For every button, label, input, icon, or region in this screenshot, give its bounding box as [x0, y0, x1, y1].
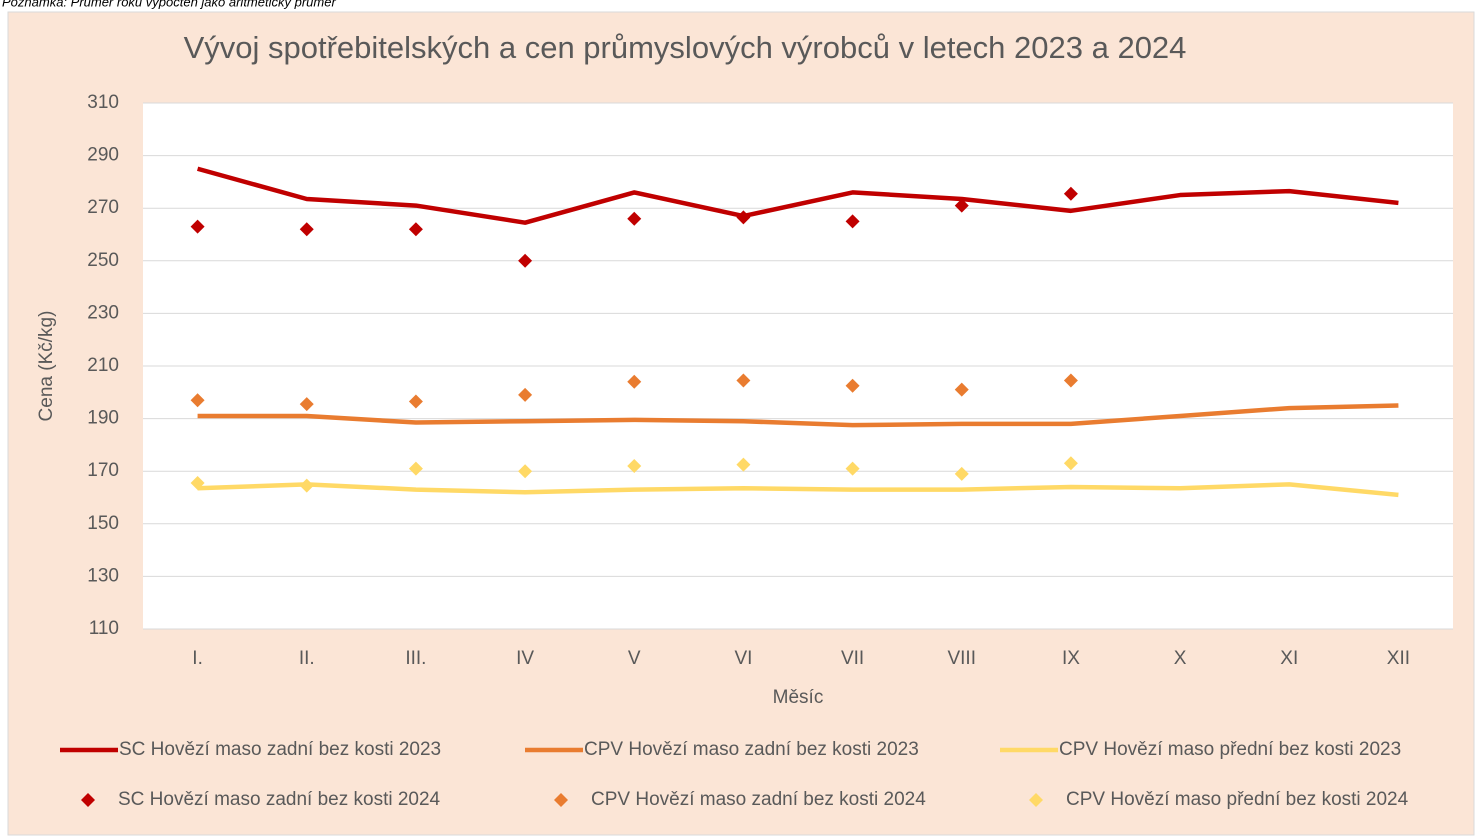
- x-axis-label: Měsíc: [773, 687, 824, 708]
- marker-point: [299, 222, 314, 237]
- marker-point: [518, 387, 533, 402]
- marker-point: [1063, 186, 1078, 201]
- x-tick-label: IV: [516, 648, 534, 669]
- y-tick-label: 130: [87, 565, 119, 586]
- legend-label: CPV Hovězí maso přední bez kosti 2024: [1066, 789, 1409, 810]
- y-tick-label: 210: [87, 355, 119, 376]
- marker-point: [954, 198, 969, 213]
- legend-label: CPV Hovězí maso přední bez kosti 2023: [1059, 739, 1401, 760]
- marker-point: [954, 466, 969, 481]
- x-tick-label: V: [628, 648, 641, 669]
- y-tick-label: 290: [87, 145, 119, 166]
- x-tick-label: X: [1174, 648, 1187, 669]
- marker-point: [190, 476, 205, 491]
- marker-point: [845, 378, 860, 393]
- marker-point: [518, 464, 533, 479]
- marker-point: [736, 210, 751, 225]
- legend-marker: [1029, 793, 1043, 807]
- marker-point: [408, 394, 423, 409]
- legend-label: SC Hovězí maso zadní bez kosti 2023: [119, 739, 441, 760]
- marker-point: [190, 219, 205, 234]
- marker-point: [408, 222, 423, 237]
- line-series: [196, 166, 1399, 225]
- y-tick-label: 110: [89, 618, 119, 639]
- legend-marker: [81, 793, 95, 807]
- marker-point: [845, 461, 860, 476]
- x-tick-label: XI: [1280, 648, 1298, 669]
- marker-point: [627, 458, 642, 473]
- marker-point: [299, 397, 314, 412]
- legend-label: CPV Hovězí maso zadní bez kosti 2023: [584, 739, 919, 760]
- marker-point: [518, 253, 533, 268]
- marker-point: [299, 478, 314, 493]
- legend-label: SC Hovězí maso zadní bez kosti 2024: [118, 789, 441, 810]
- y-tick-label: 230: [87, 302, 119, 323]
- marker-point: [1063, 456, 1078, 471]
- marker-point: [954, 382, 969, 397]
- x-tick-label: VII: [841, 648, 864, 669]
- x-tick-label: II.: [299, 648, 315, 669]
- y-tick-label: 150: [87, 513, 119, 534]
- marker-point: [408, 461, 423, 476]
- marker-point: [845, 214, 860, 229]
- marker-point: [627, 374, 642, 389]
- y-tick-label: 190: [87, 408, 119, 429]
- x-tick-label: VIII: [947, 648, 976, 669]
- legend-marker: [554, 793, 568, 807]
- y-tick-label: 250: [87, 250, 119, 271]
- chart-title: Vývoj spotřebitelských a cen průmyslovýc…: [184, 30, 1187, 65]
- marker-point: [736, 457, 751, 472]
- x-tick-label: I.: [192, 648, 203, 669]
- legend-label: CPV Hovězí maso zadní bez kosti 2024: [591, 789, 926, 810]
- y-tick-label: 170: [87, 460, 119, 481]
- x-tick-label: III.: [405, 648, 426, 669]
- x-tick-label: VI: [734, 648, 752, 669]
- x-tick-label: XII: [1387, 648, 1410, 669]
- marker-point: [627, 211, 642, 226]
- line-series: [197, 403, 1399, 428]
- marker-point: [190, 393, 205, 408]
- x-tick-label: IX: [1062, 648, 1080, 669]
- marker-point: [736, 373, 751, 388]
- marker-point: [1063, 373, 1078, 388]
- line-series: [197, 482, 1399, 498]
- y-tick-label: 310: [87, 92, 119, 113]
- note: Poznámka: Průměr roku vypočten jako arit…: [2, 0, 336, 9]
- y-axis-label: Cena (Kč/kg): [36, 311, 57, 422]
- y-tick-label: 270: [87, 197, 119, 218]
